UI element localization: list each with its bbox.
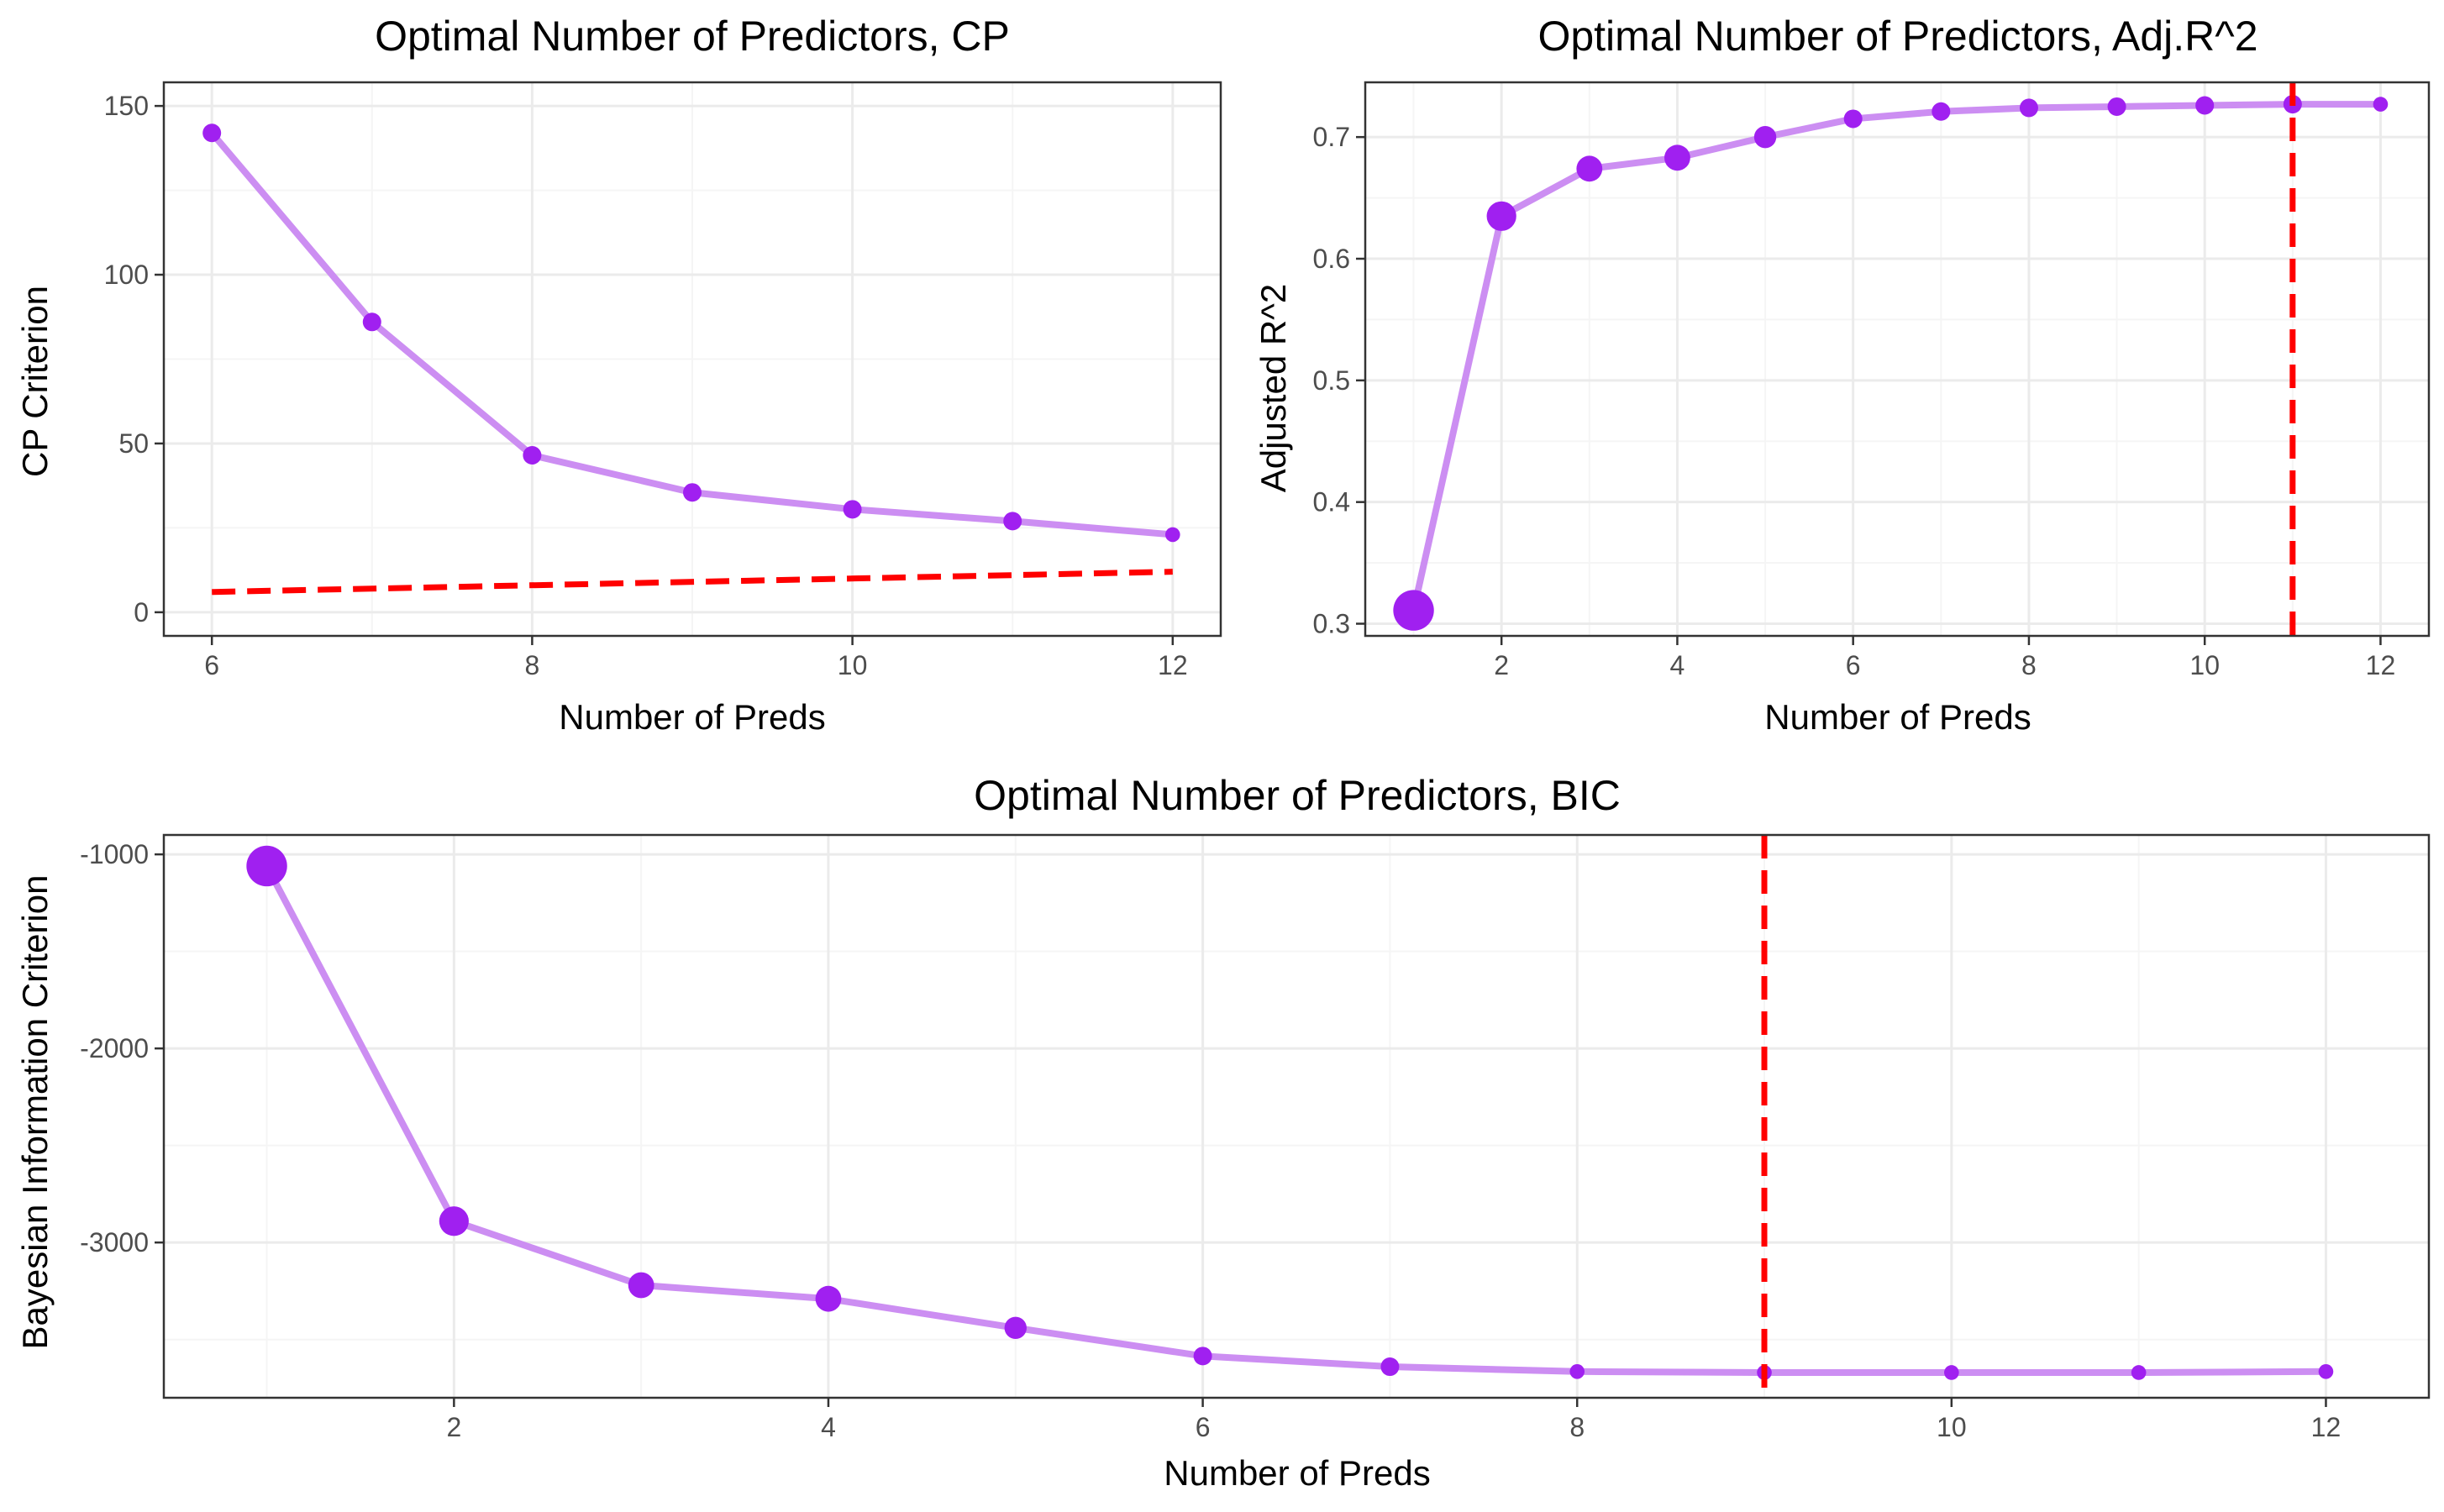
adjr2-chart-data-point (1753, 125, 1777, 149)
bic-chart-data-point (1380, 1357, 1400, 1377)
bic-chart-y-tick-label: -2000 (80, 1033, 149, 1063)
adjr2-chart-data-point (2107, 97, 2126, 116)
cp-chart-data-point (202, 123, 222, 143)
adjr2-chart-data-point (1393, 590, 1434, 631)
bic-chart-data-point (815, 1285, 842, 1312)
bic-chart-x-axis-label: Number of Preds (1164, 1453, 1430, 1493)
adjr2-chart-y-axis-label: Adjusted R^2 (1254, 284, 1293, 493)
adjr2-chart-data-point (2195, 96, 2215, 115)
bic-chart-data-point (1004, 1316, 1027, 1340)
adjr2-chart-x-tick-label: 6 (1846, 650, 1861, 680)
adjr2-chart-data-point (2019, 98, 2038, 118)
cp-chart-reference-line (212, 569, 1173, 596)
adjr2-chart-y-tick-label: 0.7 (1313, 122, 1350, 152)
adjr2-chart-x-tick-label: 4 (1670, 650, 1685, 680)
bic-chart-x-tick-label: 10 (1937, 1412, 1967, 1442)
adjr2-chart-x-tick-label: 2 (1494, 650, 1509, 680)
cp-chart-y-tick-label: 150 (104, 91, 149, 121)
cp-chart-y-tick-label: 50 (118, 428, 149, 459)
cp-chart-x-tick-label: 10 (838, 650, 868, 680)
bic-chart-y-tick-label: -3000 (80, 1227, 149, 1257)
adjr2-chart-data-point (1576, 155, 1603, 182)
bic-chart-data-point (1193, 1347, 1212, 1366)
adjr2-chart-series-line (1410, 101, 2384, 614)
cp-chart-data-point (1003, 512, 1022, 531)
bic-chart-data-point (2318, 1364, 2334, 1379)
bic-chart-data-point (246, 845, 287, 887)
bic-chart-data-point (628, 1272, 654, 1299)
adjr2-chart-x-tick-label: 12 (2366, 650, 2396, 680)
bic-chart-data-point (439, 1206, 469, 1236)
bic-chart-x-tick-label: 12 (2311, 1412, 2342, 1442)
bic-chart-data-point (1569, 1364, 1585, 1379)
adjr2-chart-y-tick-label: 0.5 (1313, 365, 1350, 396)
bic-chart-data-point (1944, 1365, 1959, 1380)
cp-chart-x-tick-label: 12 (1158, 650, 1188, 680)
adjr2-chart-data-point (1932, 102, 1951, 121)
adjr2-chart-plot-area (1365, 82, 2429, 636)
bic-chart-plot-area (164, 835, 2429, 1398)
cp-chart-y-tick-label: 0 (134, 597, 149, 627)
bic-chart-panel-border (162, 833, 2431, 1399)
adjr2-chart-x-tick-label: 10 (2189, 650, 2220, 680)
cp-chart-data-point (683, 483, 702, 502)
adjr2-chart-data-point (1486, 201, 1516, 231)
cp-chart-x-axis-label: Number of Preds (559, 697, 825, 737)
cp-chart-panel-border (162, 81, 1222, 638)
cp-chart-data-point (843, 500, 862, 519)
bic-chart-title: Optimal Number of Predictors, BIC (974, 772, 1621, 819)
bic-chart-y-tick-label: -1000 (80, 839, 149, 869)
cp-chart-data-point (1165, 527, 1180, 543)
cp-chart-data-point (362, 312, 381, 332)
bic-chart-series-line (263, 862, 2330, 1376)
cp-chart-data-point (523, 446, 542, 465)
bic-chart-panel: Optimal Number of Predictors, BIC Number… (15, 772, 2431, 1493)
bic-chart-data-point (2131, 1365, 2147, 1380)
adjr2-chart-panel-border (1364, 81, 2431, 638)
bic-chart-x-tick-label: 8 (1569, 1412, 1585, 1442)
cp-chart-panel: Optimal Number of Predictors, CP Number … (15, 13, 1222, 737)
bic-chart-x-tick-label: 2 (446, 1412, 461, 1442)
cp-chart-y-tick-label: 100 (104, 260, 149, 290)
adjr2-chart-panel: Optimal Number of Predictors, Adj.R^2 Nu… (1254, 13, 2431, 737)
adjr2-chart-x-tick-label: 8 (2021, 650, 2037, 680)
adjr2-chart-title: Optimal Number of Predictors, Adj.R^2 (1537, 13, 2257, 60)
adjr2-chart-y-tick-label: 0.6 (1313, 244, 1350, 274)
adjr2-chart-data-point (2373, 97, 2389, 112)
adjr2-chart-x-axis-label: Number of Preds (1764, 697, 2031, 737)
adjr2-chart-y-tick-label: 0.4 (1313, 487, 1350, 517)
cp-chart-x-tick-label: 6 (204, 650, 219, 680)
cp-chart-y-axis-label: CP Criterion (15, 286, 55, 477)
bic-chart-y-axis-label: Bayesian Information Criterion (15, 875, 55, 1350)
adjr2-chart-y-tick-label: 0.3 (1313, 609, 1350, 639)
cp-chart-x-tick-label: 8 (524, 650, 539, 680)
cp-chart-title: Optimal Number of Predictors, CP (375, 13, 1010, 60)
adjr2-chart-data-point (1664, 144, 1690, 171)
bic-chart-x-tick-label: 4 (821, 1412, 836, 1442)
adjr2-chart-data-point (1843, 109, 1863, 129)
bic-chart-x-tick-label: 6 (1196, 1412, 1211, 1442)
